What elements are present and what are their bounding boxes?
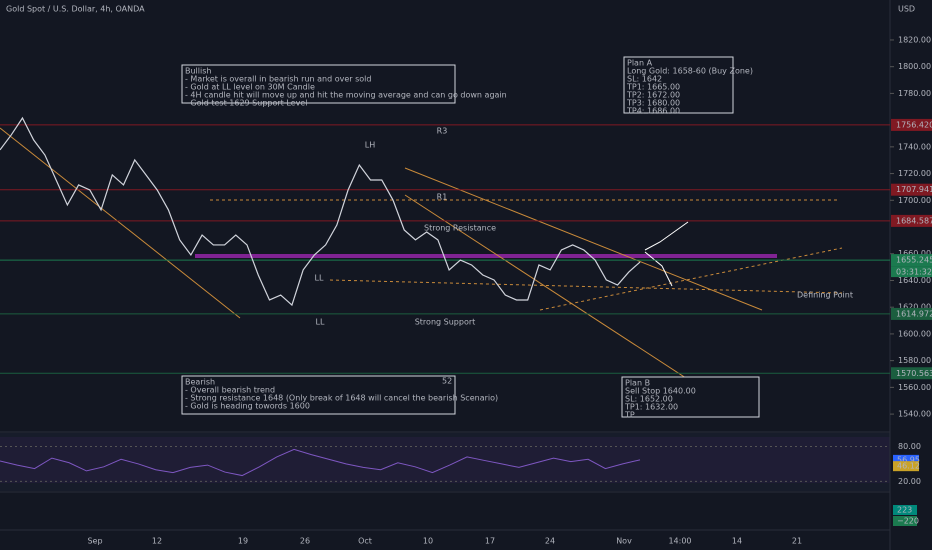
momentum-tag [893, 516, 917, 526]
y-tick-label: 1720.00 [898, 169, 931, 178]
rsi-tag-label: 46.12 [897, 462, 920, 471]
annotation-line: - Gold at LL level on 30M Candle [185, 83, 315, 92]
price-tag [891, 254, 932, 267]
y-tick-label: 1540.00 [898, 410, 931, 419]
annotation-line: - Strong resistance 1648 (Only break of … [185, 394, 498, 403]
rsi-line [0, 448, 641, 477]
trendline [404, 167, 763, 311]
annotation-line: - Overall bearish trend [185, 386, 275, 395]
badge: 52 [442, 377, 452, 386]
annotation-line: - [185, 410, 188, 419]
chart-label: Strong Support [415, 318, 476, 327]
annotation-line: SL: 1652.00 [625, 395, 673, 404]
chart-label: LL [315, 274, 324, 283]
annotation-box [623, 56, 734, 114]
annotation-line: TP4: 1686.00 [626, 107, 680, 116]
annotation-line: Bearish [185, 378, 215, 387]
y-tick-label: 1600.00 [898, 329, 931, 338]
y-tick-label: 1780.00 [898, 89, 931, 98]
price-tag-label: 1707.941 [896, 185, 932, 194]
annotation-line: Sell Stop 1640.00 [625, 387, 696, 396]
x-tick-label: Nov [616, 537, 632, 546]
price-tag-label: 1655.245 [896, 256, 932, 265]
x-tick-label: Oct [358, 537, 372, 546]
x-tick-label: 10 [423, 537, 433, 546]
price-tag-label: 1756.420 [896, 120, 932, 129]
price-tag [891, 367, 932, 380]
chart-title: Gold Spot / U.S. Dollar, 4h, OANDA [6, 5, 145, 14]
y-tick-label: 1740.00 [898, 142, 931, 151]
countdown: 03:31:32 [896, 268, 932, 277]
x-tick-label: 19 [238, 537, 248, 546]
y-tick-label: 1820.00 [898, 35, 931, 44]
annotation-line: Bullish [185, 67, 211, 76]
price-tag-label: 1684.587 [896, 216, 932, 225]
annotation-line: - Gold is heading towords 1600 [185, 402, 310, 411]
price-tag [891, 118, 932, 131]
currency: USD [898, 5, 915, 14]
chart-label: LH [365, 141, 375, 150]
y-tick-label: 1580.00 [898, 356, 931, 365]
price-tag [891, 307, 932, 320]
annotation-line: - Gold test 1629 Support Level [185, 99, 307, 108]
dashed-level [329, 279, 843, 294]
x-tick-label: 12 [152, 537, 162, 546]
annotation-line: Plan B [625, 379, 650, 388]
x-tick-label: 14 [732, 537, 742, 546]
rsi-tag-label: 56.95 [897, 455, 920, 464]
annotation-line: SL: 1642 [627, 75, 662, 84]
annotation-line: Plan A [627, 59, 653, 68]
price-tag-label: 1570.563 [896, 369, 932, 378]
rsi-band [0, 437, 890, 483]
price-tag [891, 214, 932, 227]
arrow-down [644, 251, 673, 287]
trendline [0, 127, 241, 319]
momentum-tag-label: −220 [897, 517, 919, 526]
price-tag [891, 183, 932, 196]
momentum-tag [893, 505, 917, 515]
rsi-tick-label: 20.00 [898, 477, 921, 486]
rsi-tag [893, 461, 919, 472]
x-tick-label: Sep [87, 537, 102, 546]
annotation-line: TP [624, 411, 635, 420]
y-tick-label: 1560.00 [898, 383, 931, 392]
annotation-line: TP1: 1665.00 [626, 83, 680, 92]
y-tick-label: 1620.00 [898, 303, 931, 312]
annotation-line: TP2: 1672.00 [626, 91, 680, 100]
chart-label: R3 [437, 127, 448, 136]
x-tick-label: 24 [545, 537, 555, 546]
price-tag-label: 1614.972 [896, 309, 932, 318]
price-tag [891, 266, 932, 278]
chart-label: LL [316, 318, 325, 327]
y-tick-label: 1640.00 [898, 276, 931, 285]
annotation-line: TP3: 1680.00 [626, 99, 680, 108]
x-tick-label: 26 [300, 537, 310, 546]
price-line [0, 116, 641, 307]
chart-label: Defining Point [797, 291, 853, 300]
annotation-line: TP1: 1632.00 [624, 403, 678, 412]
momentum-tag-label: 223 [897, 506, 912, 515]
buy-zone [195, 254, 777, 258]
y-tick-label: 1660.00 [898, 249, 931, 258]
annotation-box [181, 64, 456, 104]
annotation-line: Long Gold: 1658-60 (Buy Zone) [627, 67, 753, 76]
x-tick-label: 21 [792, 537, 802, 546]
chart-label: Strong Resistance [424, 224, 496, 233]
annotation-line: - Market is overall in bearish run and o… [185, 75, 371, 84]
annotation-box [181, 375, 456, 415]
rsi-tag [893, 454, 919, 465]
y-tick-label: 1800.00 [898, 62, 931, 71]
x-tick-label: 17 [485, 537, 495, 546]
x-tick-label: 14:00 [668, 537, 691, 546]
annotation-line: - 4H candle hit will move up and hit the… [185, 91, 507, 100]
trendline [404, 194, 713, 396]
y-tick-label: 1700.00 [898, 196, 931, 205]
arrow-up [644, 221, 689, 251]
rsi-tick-label: 80.00 [898, 442, 921, 451]
chart-label: R1 [437, 193, 448, 202]
annotation-box [621, 376, 760, 418]
